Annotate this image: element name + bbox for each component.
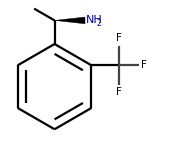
Text: F: F <box>116 33 122 43</box>
Text: NH: NH <box>86 15 103 25</box>
Text: F: F <box>116 87 122 97</box>
Text: F: F <box>141 60 147 70</box>
Polygon shape <box>55 17 85 24</box>
Text: 2: 2 <box>96 18 101 27</box>
